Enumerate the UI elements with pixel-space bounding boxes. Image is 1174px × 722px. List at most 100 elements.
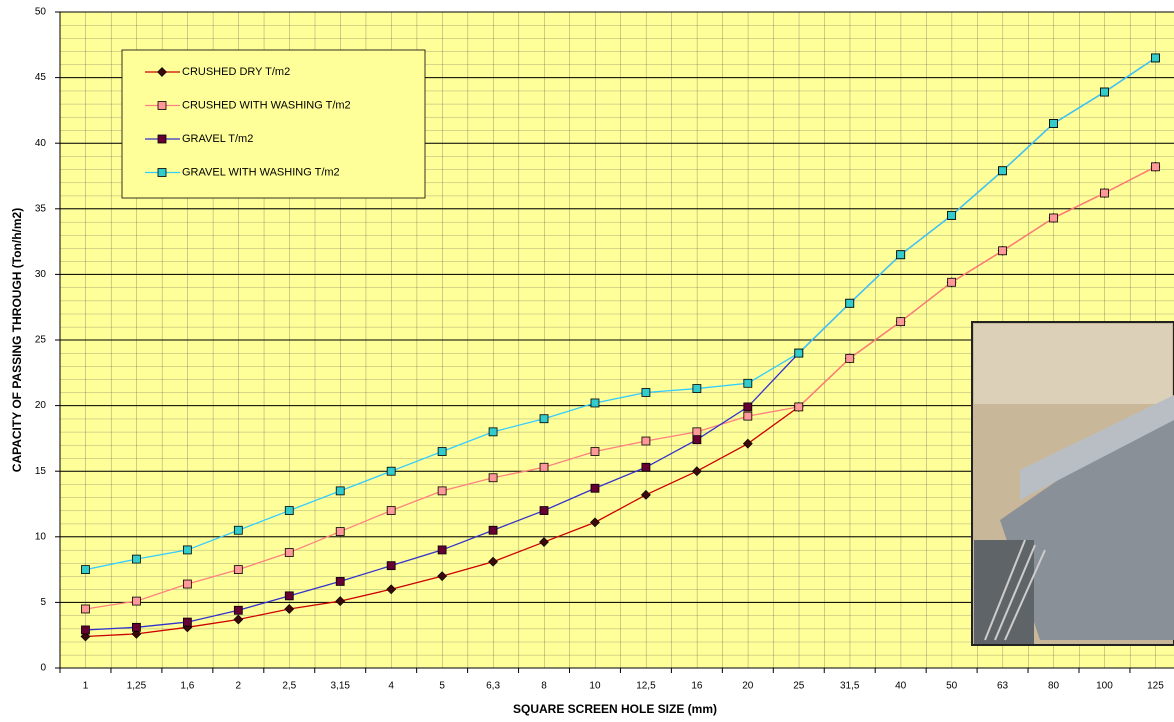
x-tick-label: 10 xyxy=(589,681,601,692)
marker xyxy=(590,398,600,408)
y-tick-label: 10 xyxy=(35,531,47,542)
x-tick-label: 6,3 xyxy=(486,681,500,692)
marker xyxy=(692,435,702,445)
marker xyxy=(386,466,396,476)
marker xyxy=(1100,188,1109,198)
marker xyxy=(1151,53,1160,63)
marker xyxy=(1049,213,1058,223)
legend-marker xyxy=(157,67,167,77)
marker xyxy=(182,617,192,627)
marker xyxy=(896,250,906,260)
marker xyxy=(233,605,243,615)
x-tick-label: 2,5 xyxy=(282,681,296,692)
marker xyxy=(437,571,448,582)
marker xyxy=(335,596,346,607)
x-tick-label: 12,5 xyxy=(636,681,656,692)
marker xyxy=(692,427,702,437)
x-tick-label: 40 xyxy=(895,681,907,692)
x-tick-label: 4 xyxy=(388,681,394,692)
marker xyxy=(488,473,498,483)
marker xyxy=(590,447,600,456)
x-tick-label: 1,6 xyxy=(180,681,194,692)
marker xyxy=(1049,119,1058,128)
marker xyxy=(132,596,141,606)
legend-label: GRAVEL WITH WASHING T/m2 xyxy=(182,166,340,178)
marker xyxy=(81,604,90,614)
inset-photo xyxy=(971,321,1174,646)
x-tick-label: 100 xyxy=(1096,681,1113,692)
x-tick-label: 16 xyxy=(691,681,703,692)
y-tick-label: 15 xyxy=(35,466,47,477)
y-tick-label: 45 xyxy=(35,72,47,83)
marker xyxy=(590,517,600,528)
marker xyxy=(947,210,957,220)
x-tick-label: 31,5 xyxy=(840,681,860,692)
y-tick-label: 50 xyxy=(35,7,47,18)
x-tick-label: 50 xyxy=(946,681,958,692)
legend-marker xyxy=(157,134,167,144)
x-tick-label: 20 xyxy=(742,681,754,692)
marker xyxy=(641,489,651,500)
marker xyxy=(437,486,447,496)
legend-label: GRAVEL T/m2 xyxy=(182,133,253,145)
marker xyxy=(81,625,90,635)
marker xyxy=(386,561,396,571)
x-tick-label: 63 xyxy=(997,681,1009,692)
y-tick-label: 0 xyxy=(40,663,46,674)
marker xyxy=(743,402,753,412)
marker xyxy=(132,554,141,564)
marker xyxy=(488,427,498,437)
marker xyxy=(284,548,294,557)
marker xyxy=(335,577,345,586)
y-axis-title: CAPACITY OF PASSING THROUGH (Ton/h/m2) xyxy=(10,208,24,472)
legend-marker xyxy=(157,101,167,110)
marker xyxy=(539,414,549,424)
marker xyxy=(641,462,651,472)
legend-label: CRUSHED DRY T/m2 xyxy=(182,66,290,78)
marker xyxy=(896,317,906,327)
marker xyxy=(182,545,192,555)
legend-marker xyxy=(157,168,167,177)
marker xyxy=(794,402,804,412)
y-tick-label: 30 xyxy=(35,269,47,280)
marker xyxy=(233,614,244,625)
series-line xyxy=(85,57,1156,571)
marker xyxy=(947,277,957,287)
marker xyxy=(284,506,294,515)
marker xyxy=(182,579,192,589)
marker xyxy=(743,378,753,388)
marker xyxy=(590,483,600,493)
marker xyxy=(233,525,243,535)
marker xyxy=(743,411,753,421)
x-tick-label: 2 xyxy=(236,681,242,692)
marker xyxy=(437,545,447,555)
marker xyxy=(1100,87,1109,97)
marker xyxy=(742,438,753,449)
marker xyxy=(132,622,141,632)
y-tick-label: 25 xyxy=(35,335,47,346)
marker xyxy=(539,462,549,472)
marker xyxy=(539,537,549,547)
marker xyxy=(845,353,855,363)
legend xyxy=(121,49,426,199)
marker xyxy=(284,604,295,614)
x-axis-title: SQUARE SCREEN HOLE SIZE (mm) xyxy=(513,702,717,716)
y-tick-label: 5 xyxy=(40,597,46,608)
marker xyxy=(335,527,345,536)
marker xyxy=(284,591,294,601)
x-tick-label: 1 xyxy=(83,681,89,692)
x-tick-label: 80 xyxy=(1048,681,1060,692)
marker xyxy=(845,298,855,308)
marker xyxy=(386,506,396,515)
series-line xyxy=(85,166,1156,610)
marker xyxy=(794,348,804,358)
x-tick-label: 25 xyxy=(793,681,805,692)
legend-label: CRUSHED WITH WASHING T/m2 xyxy=(182,99,351,111)
marker xyxy=(641,388,651,397)
y-tick-label: 35 xyxy=(35,203,47,214)
x-tick-label: 1,25 xyxy=(127,681,147,692)
x-tick-label: 8 xyxy=(541,681,547,692)
marker xyxy=(437,447,447,456)
marker xyxy=(386,584,397,595)
